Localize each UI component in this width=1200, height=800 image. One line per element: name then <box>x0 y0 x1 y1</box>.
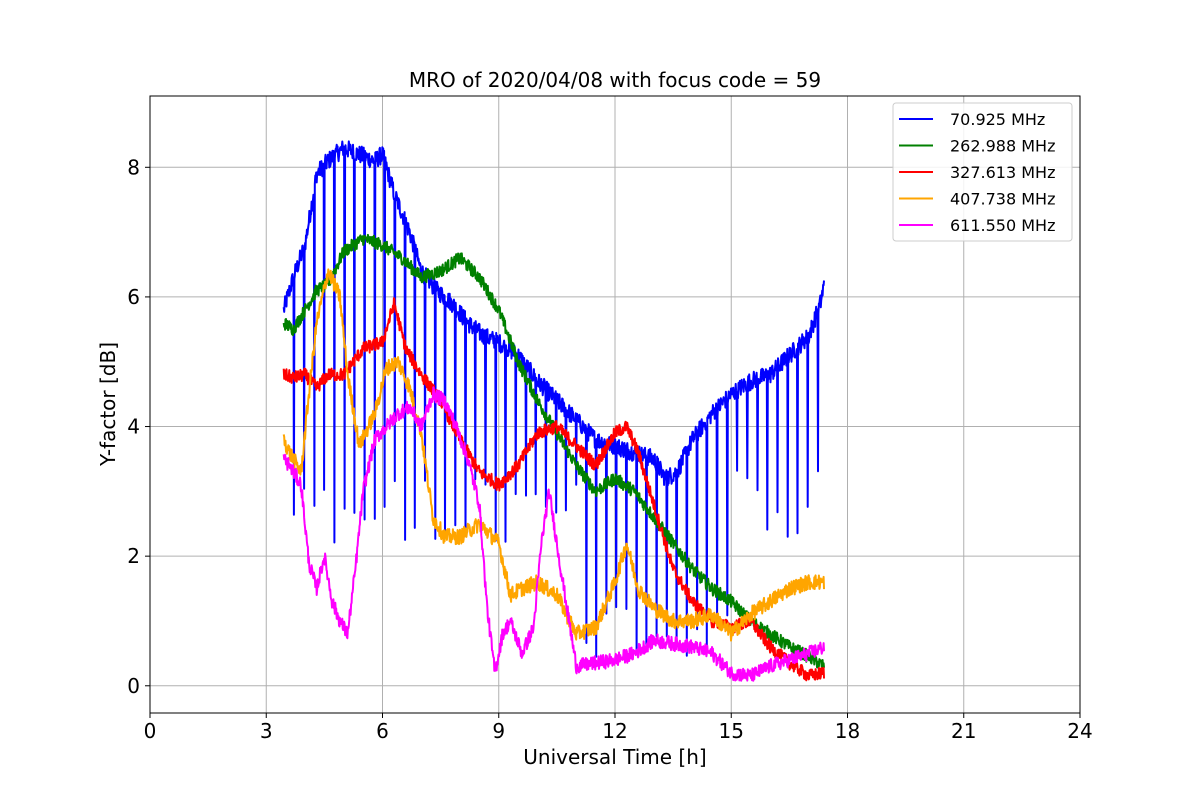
x-tick-label: 12 <box>602 719 627 743</box>
x-tick-label: 3 <box>260 719 273 743</box>
series-layer <box>282 140 825 682</box>
legend-box <box>892 102 1073 242</box>
y-tick-label: 6 <box>127 285 140 309</box>
x-tick-label: 0 <box>144 719 157 743</box>
x-tick-label: 6 <box>376 719 389 743</box>
y-tick-label: 8 <box>127 155 140 179</box>
legend-label: 327.613 MHz <box>950 163 1055 182</box>
series-line-4 <box>282 268 825 642</box>
y-tick-label: 0 <box>127 674 140 698</box>
y-tick-label: 4 <box>127 415 140 439</box>
legend-label: 262.988 MHz <box>950 137 1055 156</box>
legend-label: 70.925 MHz <box>950 110 1045 129</box>
x-tick-label: 15 <box>719 719 744 743</box>
legend-label: 611.550 MHz <box>950 216 1055 235</box>
y-tick-layer: 0 2 4 6 8 <box>127 155 150 698</box>
x-tick-label: 9 <box>492 719 505 743</box>
x-tick-layer: 0 3 6 9 12 15 18 21 24 <box>144 713 1093 743</box>
x-axis-label: Universal Time [h] <box>523 745 706 769</box>
series-line-5 <box>282 386 825 682</box>
series-line-1 <box>282 140 825 658</box>
legend: 70.925 MHz 262.988 MHz 327.613 MHz 407.738 … <box>892 102 1073 242</box>
x-tick-label: 24 <box>1067 719 1092 743</box>
y-tick-label: 2 <box>127 544 140 568</box>
y-axis-label: Y-factor [dB] <box>96 342 120 467</box>
x-tick-label: 21 <box>951 719 976 743</box>
x-tick-label: 18 <box>835 719 860 743</box>
chart-title: MRO of 2020/04/08 with focus code = 59 <box>409 68 821 92</box>
legend-label: 407.738 MHz <box>950 190 1055 209</box>
